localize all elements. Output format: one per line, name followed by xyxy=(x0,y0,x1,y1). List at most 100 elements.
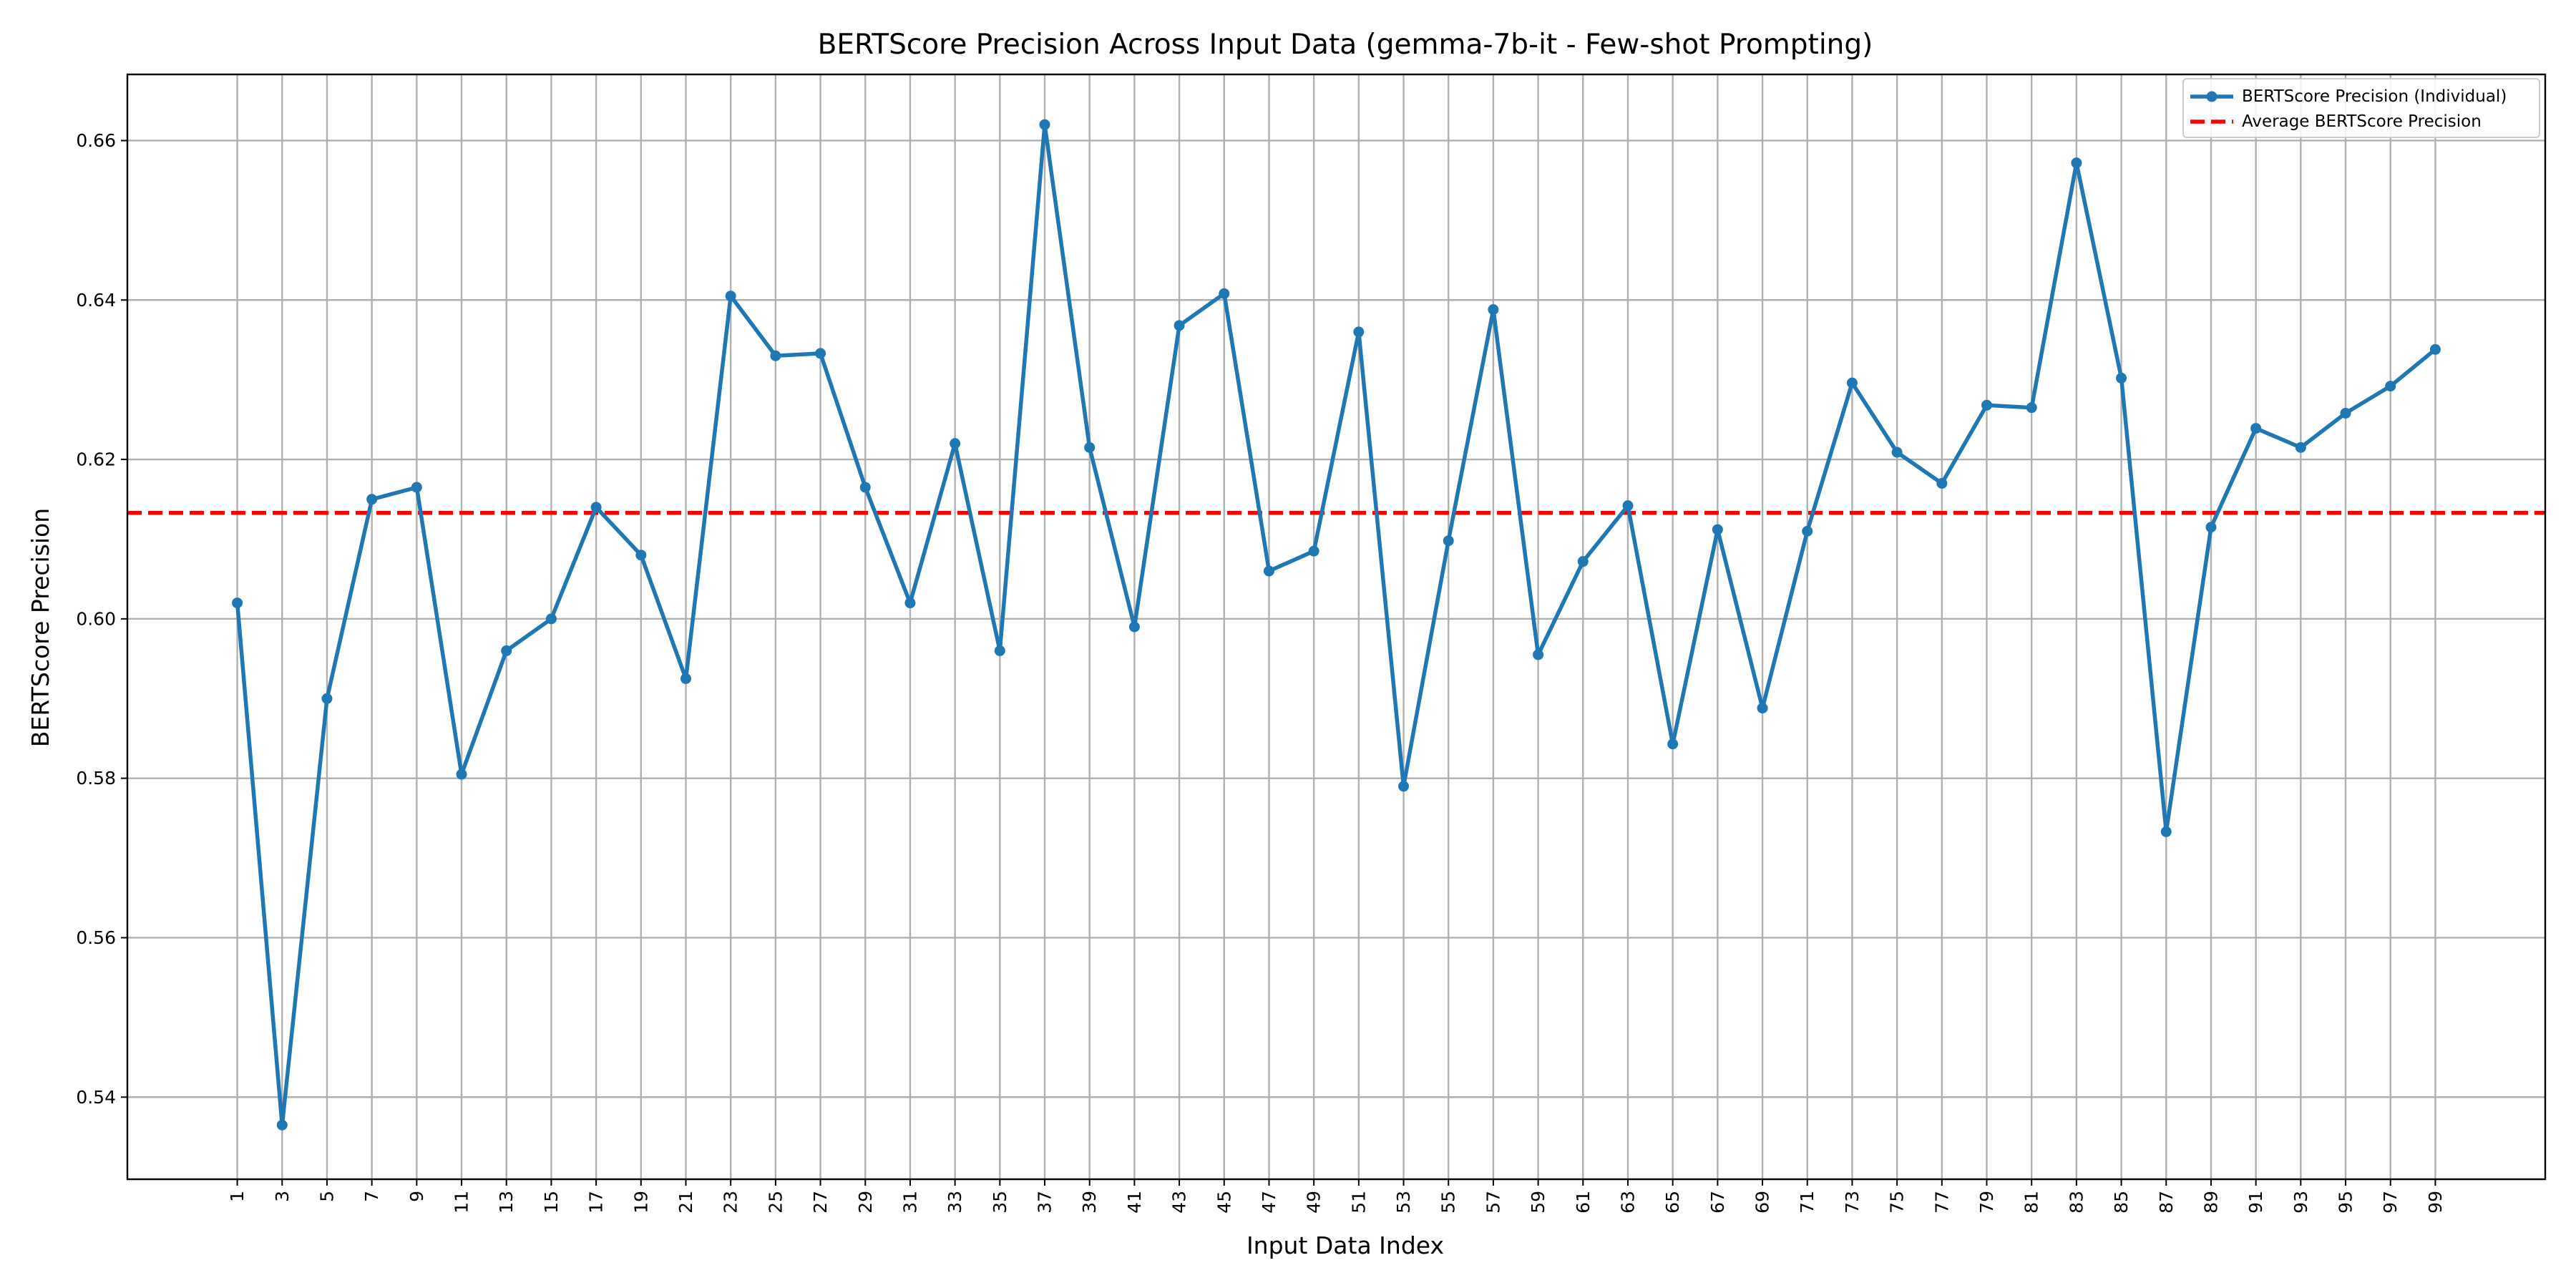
data-point xyxy=(276,1119,288,1131)
data-point xyxy=(501,645,512,656)
data-point xyxy=(2295,441,2306,453)
x-tick-label: 69 xyxy=(1752,1191,1773,1214)
grid xyxy=(127,74,2545,1179)
x-tick-label: 43 xyxy=(1169,1191,1190,1214)
x-tick-label: 81 xyxy=(2021,1191,2042,1214)
data-point xyxy=(1128,621,1140,633)
y-tick-label: 0.66 xyxy=(76,130,116,151)
x-tick-label: 37 xyxy=(1035,1191,1055,1214)
x-tick-label: 23 xyxy=(721,1191,741,1214)
data-point xyxy=(1891,447,1903,458)
x-tick-label: 1 xyxy=(227,1191,248,1202)
x-tick-label: 13 xyxy=(496,1191,517,1214)
data-point xyxy=(366,494,378,505)
data-point xyxy=(1802,525,1813,537)
x-tick-label: 35 xyxy=(990,1191,1010,1214)
y-tick-label: 0.60 xyxy=(76,608,116,629)
data-point xyxy=(1981,399,1993,411)
data-point xyxy=(1846,377,1858,389)
data-point xyxy=(994,645,1005,656)
x-tick-label: 5 xyxy=(316,1191,337,1202)
data-point xyxy=(1667,738,1679,750)
data-point xyxy=(2250,423,2262,434)
axes: 1 3 5 7 9 11 13 15 17 19 21 23 25 27 29 31 33 35 37 39 41 43 4… xyxy=(76,73,2547,1214)
x-tick-label: 95 xyxy=(2336,1191,2356,1214)
x-tick-label: 31 xyxy=(899,1191,920,1214)
x-tick-label: 33 xyxy=(945,1191,965,1214)
x-tick-label: 67 xyxy=(1707,1191,1728,1214)
data-point xyxy=(815,348,826,359)
data-point xyxy=(1219,288,1230,299)
x-tick-label: 63 xyxy=(1617,1191,1638,1214)
x-tick-label: 97 xyxy=(2380,1191,2401,1214)
data-point xyxy=(904,597,916,609)
data-point xyxy=(770,350,781,361)
data-point xyxy=(1398,781,1410,792)
x-tick-label: 25 xyxy=(765,1191,786,1214)
data-point xyxy=(1936,477,1948,489)
x-tick-label: 75 xyxy=(1887,1191,1908,1214)
data-point xyxy=(2026,402,2037,414)
data-point xyxy=(2116,372,2127,384)
y-tick-label: 0.54 xyxy=(76,1087,116,1108)
data-point xyxy=(456,769,467,780)
data-point xyxy=(1757,703,1768,714)
data-point xyxy=(1488,304,1499,316)
data-point xyxy=(859,482,871,493)
x-tick-label: 55 xyxy=(1438,1191,1459,1214)
x-tick-label: 21 xyxy=(675,1191,696,1214)
data-point xyxy=(1443,535,1454,547)
x-tick-label: 77 xyxy=(1931,1191,1952,1214)
data-point xyxy=(2205,522,2217,533)
data-point xyxy=(545,613,557,625)
legend-label-average: Average BERTScore Precision xyxy=(2242,112,2482,131)
data-point xyxy=(411,482,422,493)
data-point xyxy=(2340,407,2351,419)
data-point xyxy=(950,438,961,449)
x-tick-label: 41 xyxy=(1124,1191,1145,1214)
x-tick-label: 87 xyxy=(2156,1191,2177,1214)
x-tick-label: 9 xyxy=(406,1191,427,1202)
individual-precision-line xyxy=(235,122,2437,1127)
x-tick-label: 53 xyxy=(1393,1191,1414,1214)
data-point xyxy=(1577,556,1589,567)
x-tick-label: 89 xyxy=(2200,1191,2221,1214)
x-tick-label: 3 xyxy=(272,1191,293,1202)
data-point xyxy=(1533,649,1544,660)
x-tick-label: 57 xyxy=(1483,1191,1503,1214)
data-point xyxy=(2160,826,2172,837)
x-tick-label: 93 xyxy=(2290,1191,2311,1214)
data-point xyxy=(1174,320,1185,331)
y-tick-label: 0.58 xyxy=(76,768,116,789)
data-point xyxy=(321,693,333,704)
x-tick-label: 83 xyxy=(2066,1191,2087,1214)
x-tick-label: 85 xyxy=(2111,1191,2132,1214)
x-tick-label: 99 xyxy=(2425,1191,2446,1214)
x-tick-label: 15 xyxy=(541,1191,562,1214)
legend-box xyxy=(2182,78,2540,138)
x-tick-label: 17 xyxy=(586,1191,607,1214)
x-tick-label: 19 xyxy=(630,1191,651,1214)
data-point xyxy=(1353,326,1365,338)
data-point xyxy=(2071,157,2082,169)
data-point xyxy=(1039,119,1050,130)
y-tick-label: 0.62 xyxy=(76,449,116,470)
legend: BERTScore Precision (Individual) Average … xyxy=(2182,78,2540,138)
x-tick-label: 51 xyxy=(1348,1191,1369,1214)
data-point xyxy=(2429,343,2441,355)
y-axis-label: BERTScore Precision xyxy=(26,508,54,747)
x-tick-label: 65 xyxy=(1662,1191,1683,1214)
x-tick-label: 71 xyxy=(1797,1191,1818,1214)
x-tick-label: 49 xyxy=(1304,1191,1324,1214)
data-point xyxy=(232,597,243,609)
x-tick-label: 73 xyxy=(1842,1191,1863,1214)
x-tick-label: 47 xyxy=(1259,1191,1279,1214)
x-tick-label: 79 xyxy=(1976,1191,1997,1214)
x-tick-label: 7 xyxy=(361,1191,382,1202)
data-point xyxy=(1622,500,1634,512)
x-tick-label: 61 xyxy=(1573,1191,1594,1214)
x-tick-label: 39 xyxy=(1079,1191,1100,1214)
data-point xyxy=(1263,565,1274,577)
